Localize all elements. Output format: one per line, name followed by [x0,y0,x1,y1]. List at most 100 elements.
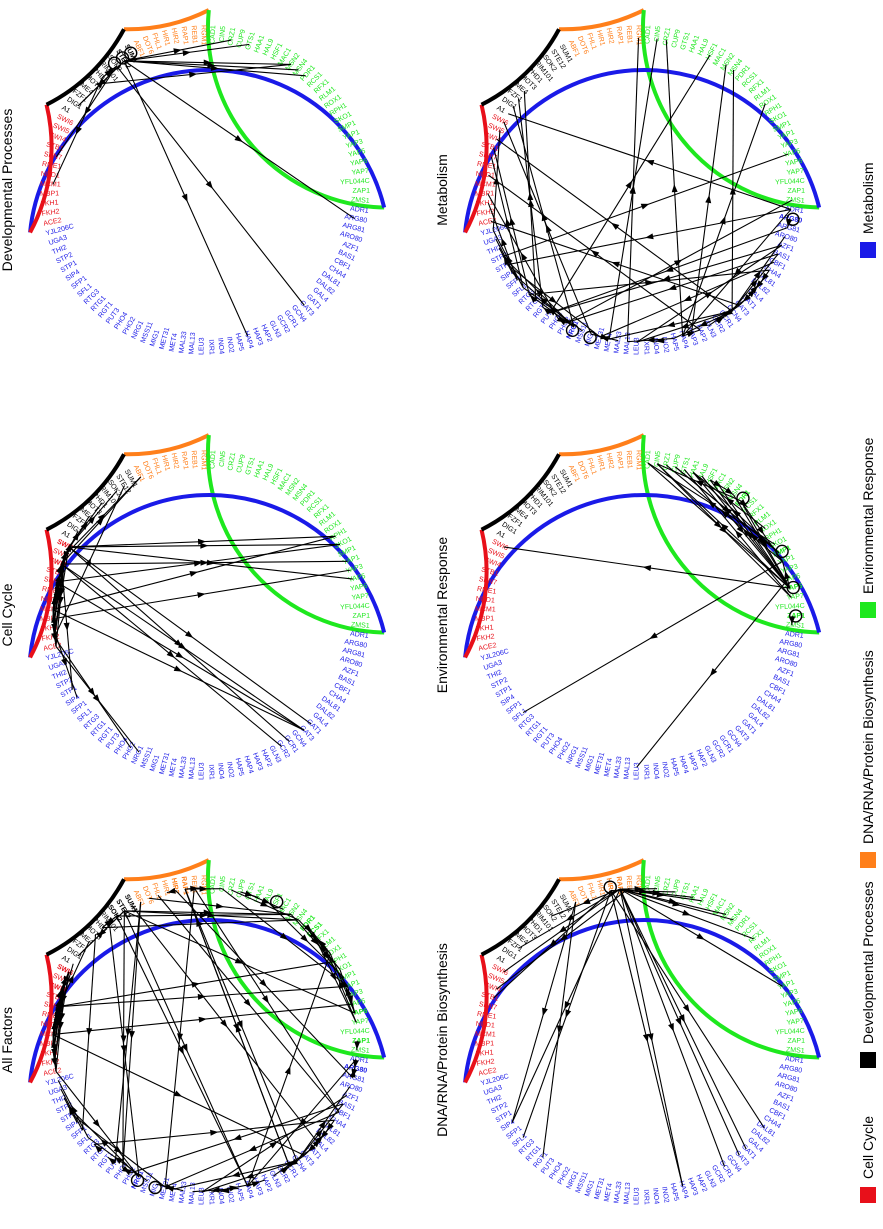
edge-arrowhead [713,520,722,529]
edge-arrowhead [166,650,175,658]
edge-arrowhead [61,658,67,667]
edge-arrowhead [86,1028,93,1037]
edge-arrowhead [682,909,691,916]
edge-arrowhead [611,222,620,230]
edge-arrowhead [639,888,648,895]
node-label-yap7: YAP7 [351,593,369,602]
panel-title: Metabolism [434,154,450,226]
node-label-mal13: MAL13 [188,757,197,780]
edge-arrowhead [279,932,288,940]
edge-arrowhead [97,513,106,522]
node-label-mal33: MAL33 [178,1181,188,1204]
node-label-ace2: ACE2 [478,1067,497,1078]
node-label-mal33: MAL33 [613,756,623,779]
node-label-skn7: SKN7 [43,151,62,162]
node-label-hap4: HAP4 [242,1180,254,1200]
edge-arrowhead [729,186,736,195]
edge-arrowhead [743,293,751,302]
legend-label: Metabolism [860,162,876,234]
edge-arrowhead [675,1017,682,1026]
edge-arrowhead [564,1000,571,1010]
edge-arrowhead [200,542,209,549]
self-loop-mig1 [583,330,597,345]
node-label-yap3: YAP3 [345,138,364,150]
node-label-yap6: YAP6 [785,158,803,168]
legend-label: DNA/RNA/Protein Biosynthesis [860,650,876,844]
node-label-skn7: SKN7 [478,151,497,162]
edge-arrowhead [720,523,729,531]
node-label-ino4: INO4 [216,763,225,780]
ring-arc-cell-cycle [463,104,489,234]
node-label-ndd1: NDD1 [40,596,60,605]
node-label-yfl044c: YFL044C [775,603,805,612]
node-label-arg80: ARG80 [779,1064,803,1075]
edge-arrowhead [662,275,671,281]
node-label-leu3: LEU3 [198,762,205,780]
edge-arrowhead [751,532,759,542]
ring-arc-metabolism [28,492,387,658]
node-label-zms1: ZMS1 [786,197,805,205]
edge-arrowhead [666,321,676,328]
node-label-adr1: ADR1 [785,631,805,640]
node-label-stb1: STB1 [480,991,499,1003]
edge-arrowhead [318,939,327,948]
node-label-cin5: CIN5 [219,451,228,468]
ring-arc-metabolism [463,492,822,658]
node-label-hap5: HAP5 [234,1182,245,1201]
node-label-adr1: ADR1 [785,206,805,215]
node-label-yfl044c: YFL044C [775,1028,805,1037]
node-label-hir1: HIR1 [595,454,606,471]
node-label-ixr1: IXR1 [207,339,215,355]
node-label-mal13: MAL13 [623,1182,632,1205]
edge-arrowhead [565,1009,572,1018]
node-label-mal33: MAL33 [613,1181,623,1204]
ring-arc-dna-rna-protein-biosynthesis [558,8,645,32]
node-label-cup9: CUP9 [671,454,682,474]
edge-arrowhead [713,480,722,487]
node-label-cin5: CIN5 [654,876,663,893]
edge-arrowhead [686,331,696,338]
self-loop-hsf1 [270,895,284,909]
edge-arrowhead [326,1122,334,1132]
node-label-mcm1: MCM1 [40,181,61,189]
edge-arrowhead [68,1106,76,1116]
edge-arrowhead [210,1129,219,1136]
node-label-mal13: MAL13 [623,332,632,355]
node-label-ixr1: IXR1 [642,764,650,780]
node-label-ixr1: IXR1 [642,1189,650,1205]
node-label-zms1: ZMS1 [351,1047,370,1055]
node-label-ino4: INO4 [651,763,660,780]
edge-arrowhead [640,203,650,210]
edge-arrowhead [708,501,717,509]
node-label-ino4: INO4 [651,338,660,355]
node-label-fkh2: FKH2 [41,208,60,218]
node-label-rme1: RME1 [41,586,61,596]
edge-arrowhead [185,630,194,638]
edge-arrowhead [61,994,68,1003]
ring-arc-developmental-processes [45,28,126,107]
ring-arc-metabolism [463,67,822,233]
node-label-rap1: RAP1 [615,26,624,45]
node-label-met4: MET4 [168,333,179,353]
edge-arrowhead [199,885,208,892]
edge-arrowhead [197,592,206,599]
node-label-rme1: RME1 [476,161,496,171]
node-label-rme1: RME1 [476,1011,496,1021]
ring-arc-developmental-processes [480,28,561,107]
edge-arrowhead [520,252,528,261]
node-label-yap6: YAP6 [785,1008,803,1018]
edge-arrowhead [668,897,677,904]
node-label-a1: A1 [495,105,506,115]
edge-arrowhead [197,538,207,545]
self-loop-ste12 [115,51,130,65]
panel-title: Environmental Response [434,537,450,694]
node-label-reb1: REB1 [625,875,633,894]
node-label-cin5: CIN5 [654,451,663,468]
node-label-yap6: YAP6 [350,158,368,168]
node-label-hap4: HAP4 [677,330,689,350]
node-label-cup9: CUP9 [236,29,247,49]
node-label-skn7: SKN7 [43,576,62,587]
node-label-mal33: MAL33 [178,331,188,354]
node-label-rgm1: RGM1 [200,450,207,470]
